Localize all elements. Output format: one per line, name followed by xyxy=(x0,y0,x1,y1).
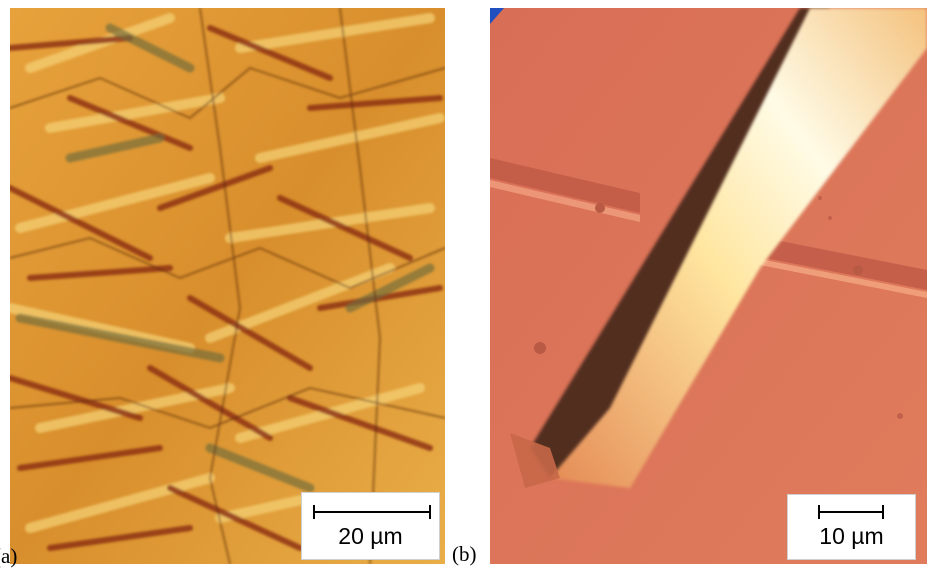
polarized-texture-image xyxy=(10,8,445,564)
panel-letter-b: (b) xyxy=(452,542,477,566)
scale-bar-b-line xyxy=(818,505,884,519)
micrograph-panel-b xyxy=(490,8,927,564)
panel-letter-a: (a) xyxy=(0,544,18,568)
scale-bar-a-label: 20 µm xyxy=(338,523,403,549)
scale-bar-a: 20 µm xyxy=(301,492,440,560)
scale-bar-b: 10 µm xyxy=(787,494,916,560)
surface-topography-image xyxy=(490,8,927,564)
micrograph-panel-a xyxy=(10,8,445,564)
scale-bar-a-line xyxy=(313,505,431,519)
scale-bar-b-label: 10 µm xyxy=(819,523,884,549)
